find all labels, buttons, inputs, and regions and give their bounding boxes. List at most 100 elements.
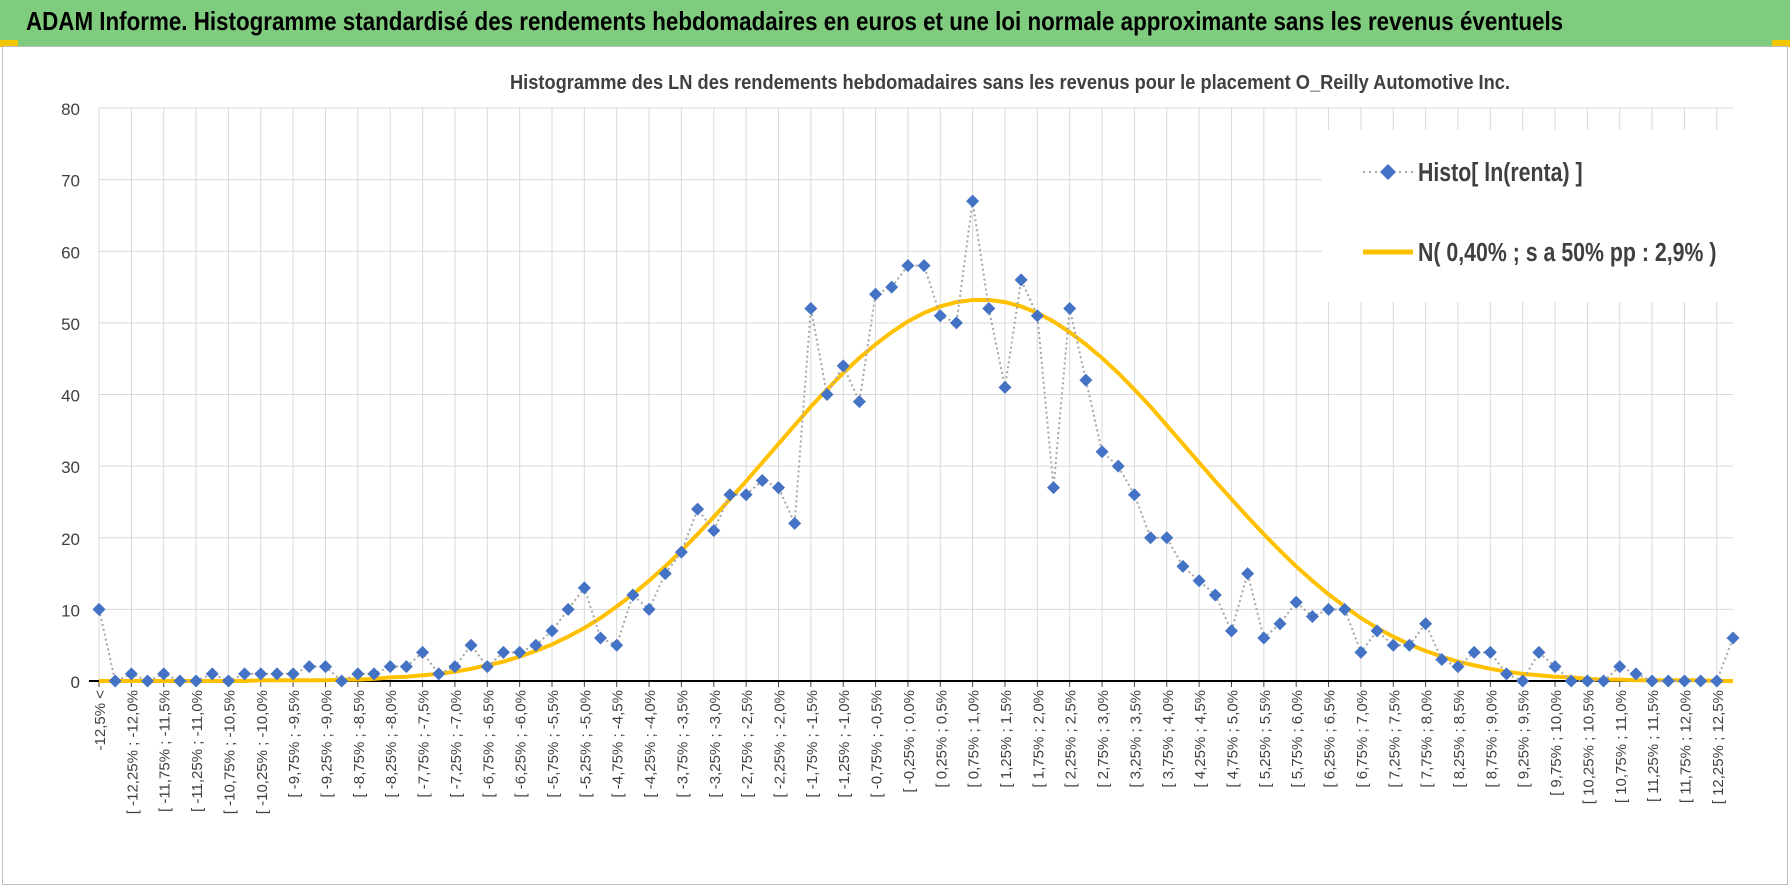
x-tick-group: [ -11,75% ; -11,5% [157,690,174,812]
x-tick-label: [ -12,25% ; -12,0% [124,690,141,814]
histo-point [1257,631,1271,645]
histo-point [1483,645,1497,659]
x-tick-group: [ -7,25% ; -7,0% [448,690,465,798]
x-tick-group: [ 1,75% ; 2,0% [1030,690,1047,788]
histo-point [626,588,640,602]
histo-point [788,516,802,530]
histo-point [480,660,494,674]
x-tick-group: [ -4,25% ; -4,0% [642,690,659,798]
histo-point [804,302,818,316]
histo-point [189,674,203,688]
x-tick-label: [ -4,25% ; -4,0% [642,690,659,798]
histo-point [1370,624,1384,638]
histo-point [723,488,737,502]
histo-point [1095,445,1109,459]
histo-point [1322,602,1336,616]
histo-point [318,660,332,674]
y-tick-label: 50 [61,315,80,334]
x-tick-label: [ -6,25% ; -6,0% [513,690,530,798]
histo-point [124,667,138,681]
histo-point [92,602,106,616]
x-tick-group: [ 5,25% ; 5,5% [1257,690,1274,788]
histo-point [1726,631,1740,645]
x-tick-label: [ -5,75% ; -5,5% [545,690,562,798]
x-tick-label: [ -7,25% ; -7,0% [448,690,465,798]
x-tick-label: [ 11,25% ; 11,5% [1645,690,1662,802]
histo-point [561,602,575,616]
histo-point [221,674,235,688]
histo-point [1677,674,1691,688]
x-tick-group: [ 6,25% ; 6,5% [1322,690,1339,788]
x-tick-label: [ -4,75% ; -4,5% [610,690,627,798]
legend-normal-label: N( 0,40% ; s a 50% pp : 2,9% ) [1418,238,1716,268]
histo-point [205,667,219,681]
x-tick-label: [ 2,25% ; 2,5% [1063,690,1080,788]
y-tick-label: 80 [61,100,80,119]
x-tick-group: [ -5,75% ; -5,5% [545,690,562,798]
histo-point [464,638,478,652]
x-tick-label: [ -8,25% ; -8,0% [383,690,400,798]
histo-point [270,667,284,681]
x-tick-group: [ 8,25% ; 8,5% [1451,690,1468,788]
histo-point [1079,373,1093,387]
chart-title: Histogramme des LN des rendements hebdom… [510,72,1510,94]
histo-point [1144,531,1158,545]
banner-corner-right [1772,40,1790,47]
x-tick-label: [ -5,25% ; -5,0% [577,690,594,798]
x-tick-group: [ -8,75% ; -8,5% [351,690,368,798]
x-tick-label: [ 9,75% ; 10,0% [1548,690,1565,796]
histo-point [949,316,963,330]
x-tick-group: -12,5% < [92,690,109,751]
x-tick-group: [ 1,25% ; 1,5% [998,690,1015,788]
x-tick-group: [ 0,25% ; 0,5% [933,690,950,788]
x-tick-label: [ 3,75% ; 4,0% [1160,690,1177,788]
x-tick-group: [ 4,75% ; 5,0% [1224,690,1241,788]
histo-point [982,302,996,316]
x-tick-group: [ -6,25% ; -6,0% [513,690,530,798]
x-tick-group: [ -3,75% ; -3,5% [674,690,691,798]
histo-point [1694,674,1708,688]
normal-curve-line [99,297,1733,683]
histo-point [1435,653,1449,667]
x-tick-label: [ -3,25% ; -3,0% [707,690,724,798]
x-tick-group: [ -0,75% ; -0,5% [869,690,886,798]
x-tick-group: [ -8,25% ; -8,0% [383,690,400,798]
x-tick-group: [ 7,25% ; 7,5% [1386,690,1403,788]
x-tick-group: [ 4,25% ; 4,5% [1192,690,1209,788]
x-tick-label: [ 4,75% ; 5,0% [1224,690,1241,788]
histo-point [1305,610,1319,624]
histo-point [513,645,527,659]
x-tick-label: [ 1,75% ; 2,0% [1030,690,1047,788]
x-tick-label: [ 8,25% ; 8,5% [1451,690,1468,788]
x-tick-group: [ 10,25% ; 10,5% [1580,690,1597,804]
y-tick-label: 70 [61,172,80,191]
y-tick-label: 60 [61,243,80,262]
histo-point [545,624,559,638]
legend-histo-label: Histo[ ln(renta) ] [1418,158,1583,188]
histo-point [108,674,122,688]
histo-point [852,395,866,409]
histo-point [399,660,413,674]
y-tick-label: 0 [71,673,80,692]
histo-point [771,481,785,495]
histo-point [1338,602,1352,616]
histo-point [367,667,381,681]
x-tick-group: [ -6,75% ; -6,5% [480,690,497,798]
histo-point [1532,645,1546,659]
histo-point [755,473,769,487]
x-tick-label: [ 12,25% ; 12,5% [1710,690,1727,804]
x-tick-label: [ 2,75% ; 3,0% [1095,690,1112,788]
histo-point [157,667,171,681]
histo-point [642,602,656,616]
series-normal-curve [99,297,1733,683]
x-tick-group: [ -5,25% ; -5,0% [577,690,594,798]
x-tick-label: [ -10,25% ; -10,0% [254,690,271,814]
x-tick-group: [ 9,75% ; 10,0% [1548,690,1565,796]
x-tick-label: [ -1,75% ; -1,5% [804,690,821,798]
x-tick-group: [ 5,75% ; 6,0% [1289,690,1306,788]
y-tick-label: 30 [61,458,80,477]
x-tick-label: [ 11,75% ; 12,0% [1677,690,1694,803]
x-tick-group: [ 6,75% ; 7,0% [1354,690,1371,788]
histo-point [933,309,947,323]
x-tick-group: [ 3,25% ; 3,5% [1127,690,1144,788]
